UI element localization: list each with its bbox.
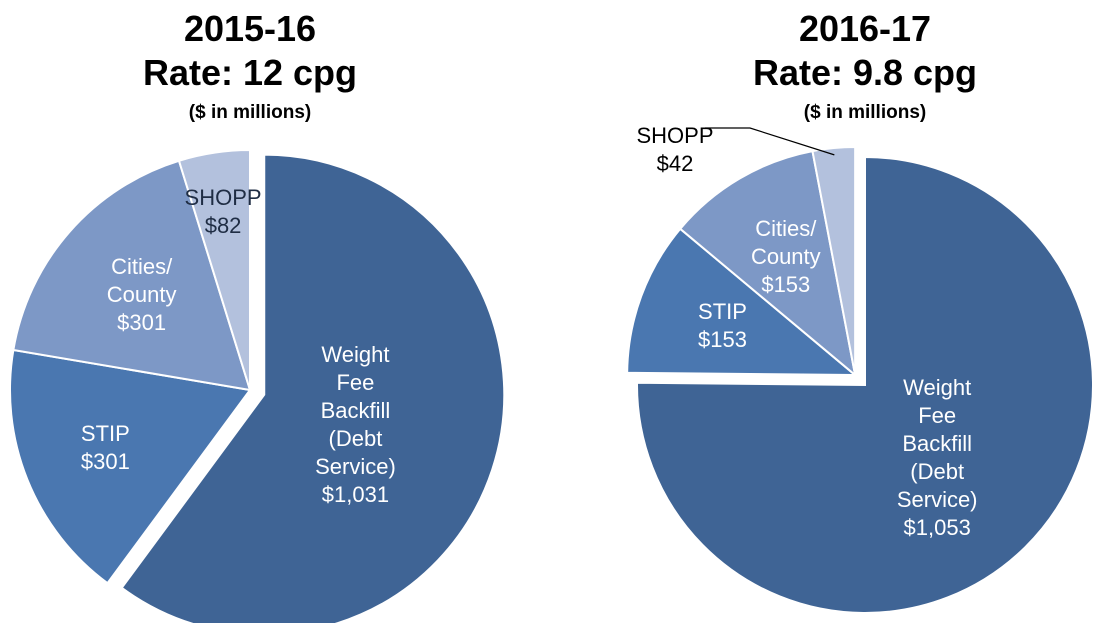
pie-slice — [120, 153, 506, 623]
slice-label: SHOPP $82 — [173, 184, 273, 240]
value-label: $1,031 — [321, 481, 390, 507]
category-label: Weight Fee Backfill (Debt Service) — [315, 341, 396, 479]
category-label: STIP — [698, 299, 747, 325]
value-label: $1,053 — [903, 514, 971, 540]
category-label: STIP — [80, 421, 130, 447]
value-label: $82 — [204, 213, 242, 239]
value-label: $301 — [117, 310, 167, 336]
chart-title: 2015-16 — [183, 8, 317, 49]
pie-slice — [811, 146, 857, 376]
category-label: SHOPP — [184, 185, 262, 211]
pie-slice — [177, 148, 251, 391]
chart-note: ($ in millions) — [188, 102, 312, 123]
slice-label: Cities/ County $301 — [92, 253, 192, 337]
pie-slice — [678, 149, 857, 378]
category-label: Cities/ County — [750, 216, 821, 270]
category-label: SHOPP — [636, 123, 714, 148]
chart-note: ($ in millions) — [803, 102, 927, 123]
slice-label: Weight Fee Backfill (Debt Service) $1,053 — [887, 374, 987, 542]
pie-slice — [626, 227, 858, 377]
slice-label: Weight Fee Backfill (Debt Service) $1,031 — [305, 341, 405, 509]
slice-label: SHOPP $42 — [625, 122, 725, 178]
pie-slice — [636, 155, 1094, 614]
chart-subtitle: Rate: 12 cpg — [142, 52, 358, 93]
category-label: Weight Fee Backfill (Debt Service) — [896, 374, 978, 512]
value-label: $301 — [80, 449, 130, 475]
leader-line — [705, 127, 835, 156]
value-label: $153 — [698, 327, 747, 353]
value-label: $42 — [656, 151, 694, 176]
value-label: $153 — [761, 272, 811, 298]
slice-label: Cities/ County $153 — [736, 215, 836, 299]
chart-subtitle: Rate: 9.8 cpg — [752, 52, 978, 93]
chart-title: 2016-17 — [798, 8, 932, 49]
slice-label: STIP $153 — [673, 298, 773, 354]
category-label: Cities/ County — [106, 254, 177, 308]
pie-slice — [9, 348, 252, 585]
pie-slice — [12, 159, 252, 392]
slice-label: STIP $301 — [55, 420, 155, 476]
